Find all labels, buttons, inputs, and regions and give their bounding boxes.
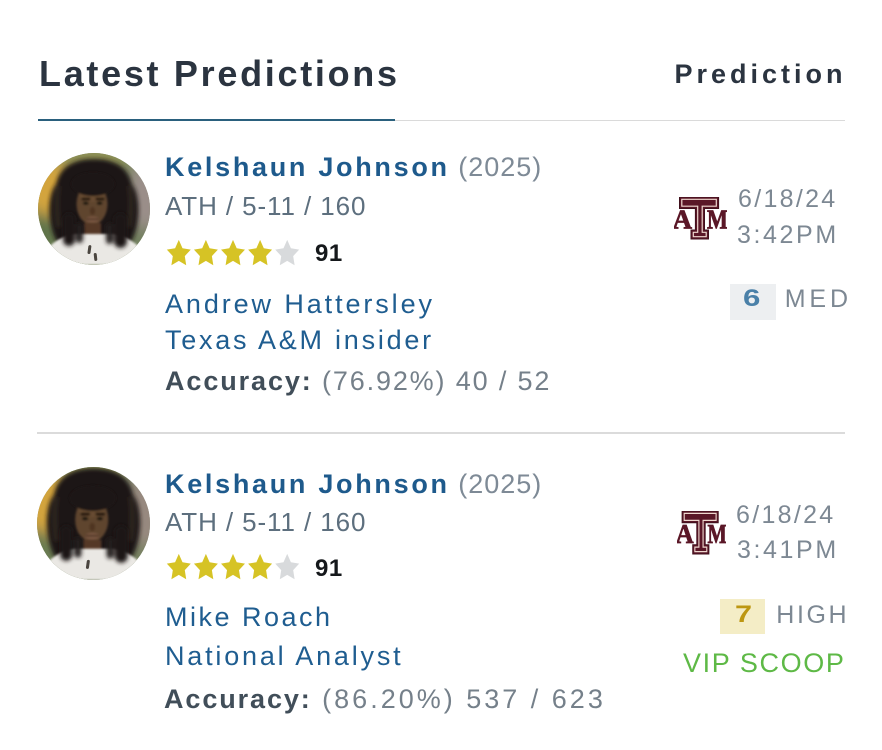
svg-text:A: A [677,519,694,549]
svg-text:M: M [708,519,726,550]
svg-text:M: M [707,206,727,236]
svg-text:A: A [674,205,693,235]
